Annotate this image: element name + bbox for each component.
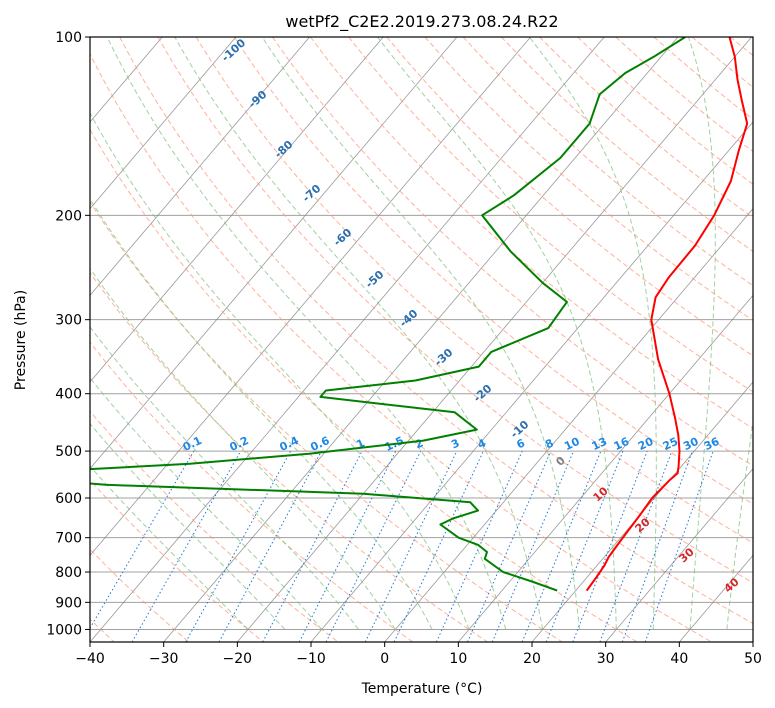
axes: −40 −30 −20 −10 0 10 20 30 40 50 100 200 300 400 500 60… (46, 30, 762, 667)
plot-frame (89, 36, 754, 643)
isotherm-line (90, 37, 237, 210)
x-tick-label: 20 (523, 651, 541, 667)
y-tick-label: 100 (55, 30, 82, 46)
x-tick-label: 10 (449, 651, 467, 667)
isotherm-line (90, 37, 605, 642)
mixing-ratio-label: 25 (661, 435, 680, 453)
mixing-ratio-label: 36 (702, 435, 722, 453)
dry-adiabat-line (271, 37, 753, 467)
y-tick-label: 700 (55, 531, 82, 547)
mixing-ratio-line (218, 450, 322, 642)
isotherm-line (605, 468, 753, 642)
mixing-ratio-line (131, 450, 242, 642)
moist-adiabat-line (106, 37, 507, 630)
x-tick-label: −40 (75, 651, 105, 667)
mixing-ratio-line (467, 450, 552, 642)
y-tick-label: 900 (55, 595, 82, 611)
y-tick-label: 1000 (46, 622, 82, 638)
mixing-ratio-line (644, 450, 714, 642)
mixing-ratio-line (491, 450, 574, 642)
background-lines (90, 37, 753, 642)
dry-adiabat-line (90, 271, 488, 642)
profile-lines (90, 37, 749, 592)
moist-adiabat-line (90, 422, 286, 630)
x-tick-label: −10 (296, 651, 326, 667)
y-tick-label: 200 (55, 208, 82, 224)
x-axis-label: Temperature (°C) (361, 681, 483, 697)
dry-adiabat-line (90, 479, 264, 642)
mixing-ratio-label: 16 (612, 435, 632, 453)
x-tick-label: 50 (744, 651, 762, 667)
moist-adiabat-line (174, 37, 544, 630)
x-tick-label: 30 (597, 651, 615, 667)
x-tick-label: −30 (149, 651, 179, 667)
y-tick-label: 800 (55, 565, 82, 581)
y-tick-label: 300 (55, 313, 82, 329)
dry-adiabat-line (310, 37, 753, 430)
moist-adiabat-line (90, 377, 323, 630)
dry-adiabat-line (90, 201, 563, 642)
isotherm-line (90, 37, 384, 383)
mixing-ratio-line (521, 450, 602, 642)
y-tick-label: 500 (55, 444, 82, 460)
mixing-ratio-line (621, 450, 693, 642)
x-tick-label: 0 (380, 651, 389, 667)
dry-adiabat-line (119, 37, 753, 624)
dry-adiabat-line (90, 52, 712, 642)
dry-adiabat-line (348, 37, 753, 393)
x-tick-label: −20 (223, 651, 253, 667)
isotherm-line (531, 381, 753, 642)
isotherm-line (458, 294, 753, 642)
x-tick-label: 40 (670, 651, 688, 667)
moist-adiabat-line (528, 37, 657, 630)
mixing-ratio-line (185, 450, 292, 642)
moist-adiabat-line (377, 37, 617, 630)
isotherm-line (163, 37, 679, 642)
moist-adiabat-line (261, 37, 580, 630)
y-tick-label: 600 (55, 491, 82, 507)
mixing-ratio-label: 20 (636, 435, 656, 453)
isotherm-line (90, 37, 531, 556)
dry-adiabat-line (233, 37, 753, 505)
mixing-ratio-label: 10 (562, 435, 582, 453)
temperature-profile-line (585, 37, 749, 592)
mixing-ratio-line (364, 450, 458, 642)
moist-adiabat-line (90, 267, 396, 630)
dewpoint-profile-line (90, 37, 686, 592)
chart-title: wetPf2_C2E2.2019.273.08.24.R22 (285, 12, 558, 32)
mixing-ratio-line (393, 450, 484, 642)
dry-adiabat-line (157, 37, 753, 584)
mixing-ratio-label: 13 (590, 435, 609, 453)
moist-adiabat-line (726, 418, 753, 630)
y-axis-label: Pressure (hPa) (13, 290, 29, 390)
dry-adiabat-line (195, 37, 753, 544)
dry-adiabat-line (90, 128, 638, 642)
moist-adiabat-line (90, 465, 249, 630)
moist-adiabat-line (688, 37, 716, 630)
mixing-ratio-line (90, 450, 195, 630)
isotherm-line (90, 37, 310, 296)
moist-adiabat-line (90, 112, 470, 630)
moist-adiabat-line (90, 198, 433, 630)
y-tick-label: 400 (55, 387, 82, 403)
isotherm-line (90, 37, 458, 470)
mixing-ratio-label: 30 (681, 435, 701, 453)
isotherm-line (237, 37, 752, 642)
